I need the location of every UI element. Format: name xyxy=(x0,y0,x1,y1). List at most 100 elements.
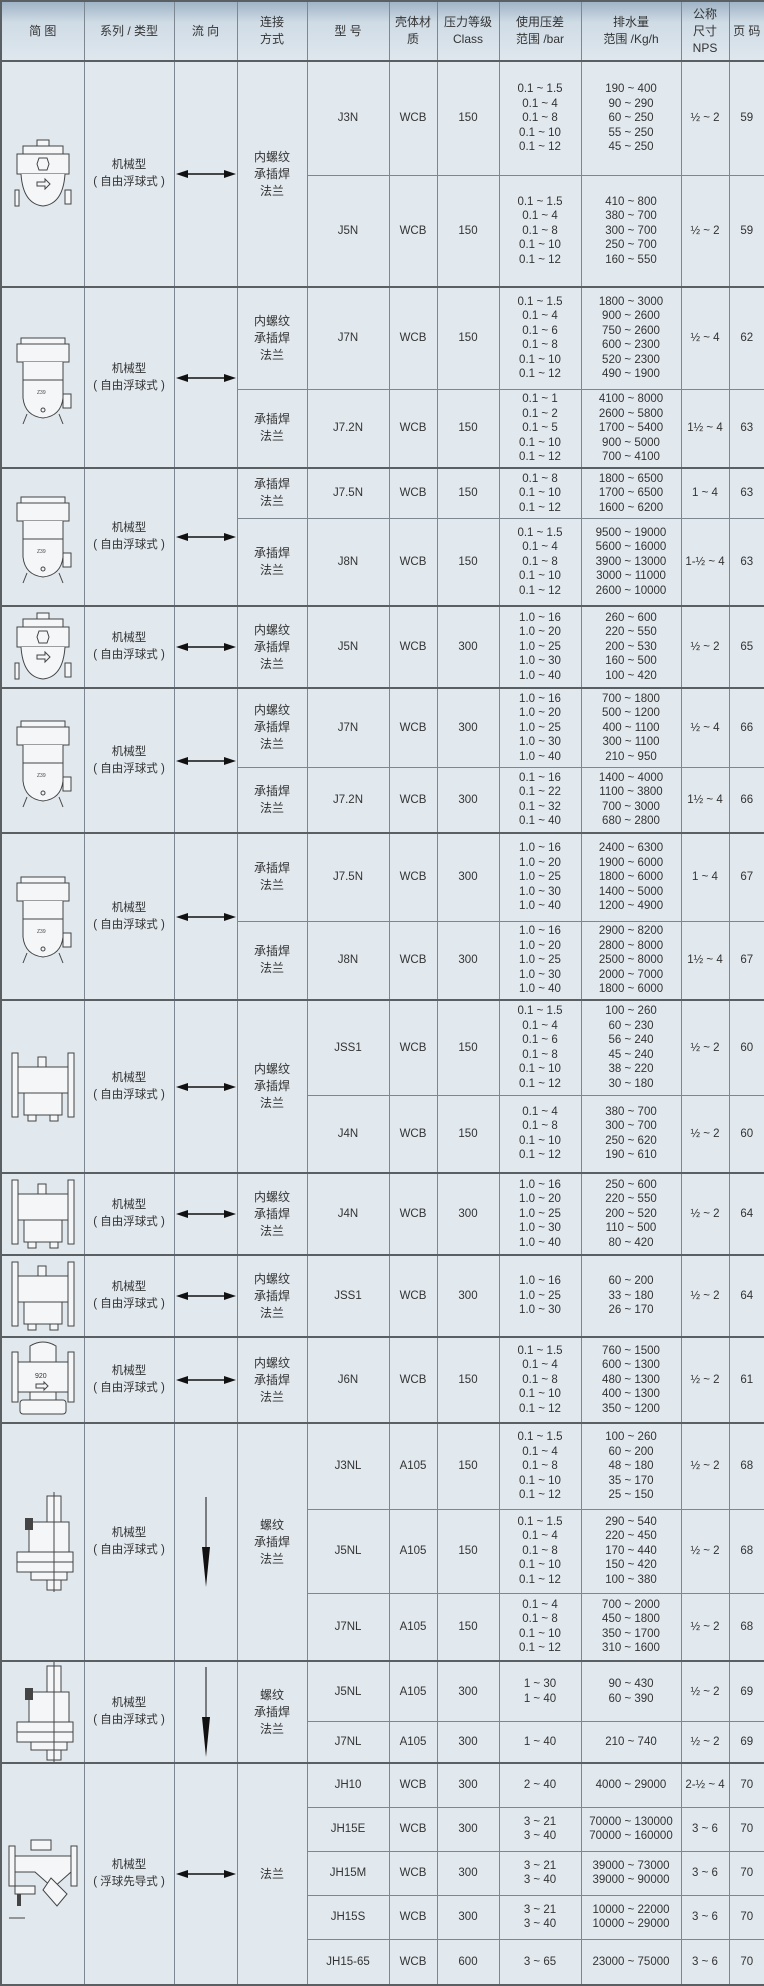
table-row: 920 机械型( 自由浮球式 ) 内螺纹 承插焊 法兰 J6N WCB 150 0.1 ~ … xyxy=(0,1336,764,1424)
capacity-range: 490 ~ 1900 xyxy=(602,368,660,381)
trap-tall-icon: Z39 xyxy=(3,869,83,965)
page-cell: 70 xyxy=(728,1894,764,1940)
header-page: 页 码 xyxy=(728,0,764,62)
nps-cell: 1 ~ 4 xyxy=(680,832,730,922)
capacity-range-cell: 100 ~ 260 60 ~ 230 56 ~ 240 45 ~ 240 38 ~ 22… xyxy=(580,999,682,1096)
capacity-range: 500 ~ 1200 xyxy=(602,707,660,719)
pressure-range: 0.1 ~ 10 xyxy=(519,1063,561,1076)
trap-compact-icon xyxy=(3,607,83,687)
diagram-cell xyxy=(0,1254,85,1338)
pressure-range: 0.1 ~ 8 xyxy=(522,1460,558,1472)
series-text: ( 自由浮球式 ) xyxy=(93,1714,165,1726)
series-cell: 机械型 ( 自由浮球式 ) xyxy=(83,1172,175,1256)
capacity-range: 55 ~ 250 xyxy=(608,126,654,139)
trap-compact-icon xyxy=(3,134,83,214)
pressure-range: 3 ~ 40 xyxy=(523,1830,557,1842)
nps-cell: ½ ~ 2 xyxy=(680,1094,730,1174)
capacity-range-cell: 39000 ~ 73000 39000 ~ 90000 xyxy=(580,1850,682,1896)
pressure-range: 0.1 ~ 1.5 xyxy=(517,195,563,208)
trap-j6n-icon: 920 xyxy=(3,1338,83,1422)
table-row: 机械型( 自由浮球式 ) 内螺纹 承插焊 法兰 JSS1 WCB 300 1.0 ~ 16… xyxy=(0,1254,764,1338)
capacity-range: 750 ~ 2600 xyxy=(602,324,660,337)
nps-cell: 3 ~ 6 xyxy=(680,1894,730,1940)
pressure-range: 0.1 ~ 8 xyxy=(522,112,558,124)
capacity-range: 26 ~ 170 xyxy=(608,1304,654,1317)
trap-flanged-icon xyxy=(3,1174,83,1254)
pressure-range: 0.1 ~ 6 xyxy=(522,324,558,337)
table-row: 机械型( 自由浮球式 ) 内螺纹 承插焊 法兰 J4N WCB 300 1.0 ~ 16 1… xyxy=(0,1172,764,1256)
pressure-range: 0.1 ~ 10 xyxy=(519,1559,561,1572)
capacity-range: 1100 ~ 3800 xyxy=(599,786,663,799)
pressure-range: 0.1 ~ 1 xyxy=(522,393,558,405)
capacity-range: 250 ~ 700 xyxy=(605,239,657,251)
flow-cell xyxy=(173,1336,238,1424)
flow-cell xyxy=(173,286,238,469)
capacity-range: 100 ~ 260 xyxy=(605,1431,657,1443)
capacity-range: 110 ~ 500 xyxy=(605,1222,657,1235)
table-row: 承插焊 法兰 J8N WCB 300 1.0 ~ 16 1.0 ~ 20 1.0 ~ 25 1… xyxy=(1,920,764,1001)
class-cell: 300 xyxy=(436,920,500,1001)
capacity-range: 210 ~ 950 xyxy=(605,750,657,763)
capacity-range-cell: 2900 ~ 8200 2800 ~ 8000 2500 ~ 8000 2000 ~ … xyxy=(580,920,682,1001)
pressure-range: 1.0 ~ 30 xyxy=(519,1304,561,1317)
diagram-cell: Z39 xyxy=(0,286,85,469)
page-cell: 66 xyxy=(728,766,764,834)
nps-cell: 1-½ ~ 4 xyxy=(680,517,730,607)
j6n-figure-label: 920 xyxy=(35,1373,47,1380)
connection-cell: 承插焊 法兰 xyxy=(236,766,308,834)
diagram-cell xyxy=(0,999,85,1174)
pressure-range: 0.1 ~ 8 xyxy=(522,472,558,485)
pressure-range: 0.1 ~ 4 xyxy=(522,541,558,553)
series-text: ( 浮球先导式 ) xyxy=(93,1876,165,1888)
pressure-range: 0.1 ~ 12 xyxy=(519,451,561,463)
capacity-range: 3000 ~ 11000 xyxy=(596,570,666,582)
capacity-range: 250 ~ 620 xyxy=(605,1134,657,1147)
trap-tall-icon: Z39 xyxy=(3,713,83,809)
capacity-range-cell: 4000 ~ 29000 xyxy=(580,1762,682,1808)
capacity-range-cell: 290 ~ 540 220 ~ 450 170 ~ 440 150 ~ 420 100 … xyxy=(580,1508,682,1594)
capacity-range: 23000 ~ 75000 xyxy=(592,1955,670,1968)
material-cell: WCB xyxy=(388,1938,438,1986)
pressure-range: 0.1 ~ 12 xyxy=(519,1489,561,1501)
capacity-range: 760 ~ 1500 xyxy=(602,1344,660,1357)
pressure-range-cell: 1.0 ~ 16 1.0 ~ 20 1.0 ~ 25 1.0 ~ 30 1.0 ~ 40 xyxy=(498,687,582,768)
table-row: JH15E WCB 300 3 ~ 21 3 ~ 40 70000 ~ 130000 700… xyxy=(1,1806,764,1852)
page-cell: 63 xyxy=(728,388,764,469)
pressure-range: 1.0 ~ 16 xyxy=(519,842,561,854)
table-body: 机械型( 自由浮球式 ) 内螺纹 承插焊 法兰 J3N WCB 150 0.1 ~ 1.5… xyxy=(0,60,764,1986)
model-cell: JSS1 xyxy=(306,999,390,1096)
pressure-range-cell: 0.1 ~ 4 0.1 ~ 8 0.1 ~ 10 0.1 ~ 12 xyxy=(498,1094,582,1174)
capacity-range: 10000 ~ 22000 xyxy=(592,1903,670,1916)
connection-cell: 内螺纹 承插焊 法兰 xyxy=(236,999,308,1174)
capacity-range: 520 ~ 2300 xyxy=(602,353,660,366)
capacity-range-cell: 23000 ~ 75000 xyxy=(580,1938,682,1986)
pressure-range-cell: 0.1 ~ 1.5 0.1 ~ 4 0.1 ~ 6 0.1 ~ 8 0.1 ~ 10 0.… xyxy=(498,999,582,1096)
capacity-range: 39000 ~ 73000 xyxy=(592,1859,670,1872)
capacity-range-cell: 70000 ~ 130000 70000 ~ 160000 xyxy=(580,1806,682,1852)
pressure-range: 0.1 ~ 10 xyxy=(519,1134,561,1147)
capacity-range: 1400 ~ 5000 xyxy=(598,885,664,898)
table-row: 机械型( 自由浮球式 ) 内螺纹 承插焊 法兰 JSS1 WCB 150 0.1 ~ 1.… xyxy=(0,999,764,1174)
capacity-range: 2600 ~ 5800 xyxy=(598,407,664,420)
page-cell: 68 xyxy=(728,1422,764,1510)
model-cell: J5NL xyxy=(306,1508,390,1594)
model-cell: J3NL xyxy=(306,1422,390,1510)
material-cell: WCB xyxy=(388,687,438,768)
capacity-range-cell: 4100 ~ 8000 2600 ~ 5800 1700 ~ 5400 900 ~ 5… xyxy=(580,388,682,469)
pressure-range-cell: 0.1 ~ 1.5 0.1 ~ 4 0.1 ~ 6 0.1 ~ 8 0.1 ~ 10 0.… xyxy=(498,286,582,390)
model-cell: JH15E xyxy=(306,1806,390,1852)
class-cell: 600 xyxy=(436,1938,500,1986)
pressure-range: 1.0 ~ 16 xyxy=(519,611,561,624)
class-cell: 300 xyxy=(436,1254,500,1338)
table-row: 机械型( 自由浮球式 ) 内螺纹 承插焊 法兰 J5N WCB 300 1.0 ~ 16 1… xyxy=(0,605,764,689)
nps-cell: 2-½ ~ 4 xyxy=(680,1762,730,1808)
material-cell: WCB xyxy=(388,920,438,1001)
pressure-range-cell: 0.1 ~ 1.5 0.1 ~ 4 0.1 ~ 8 0.1 ~ 10 0.1 ~ 12 xyxy=(498,1422,582,1510)
pressure-range-cell: 0.1 ~ 1.5 0.1 ~ 4 0.1 ~ 8 0.1 ~ 10 0.1 ~ 12 xyxy=(498,174,582,288)
material-cell: A105 xyxy=(388,1508,438,1594)
double-arrow-icon xyxy=(175,532,236,542)
pressure-range: 1.0 ~ 30 xyxy=(519,736,561,748)
pressure-range: 0.1 ~ 12 xyxy=(519,253,561,266)
class-cell: 300 xyxy=(436,766,500,834)
series-cell: 机械型 ( 自由浮球式 ) xyxy=(83,832,175,1001)
